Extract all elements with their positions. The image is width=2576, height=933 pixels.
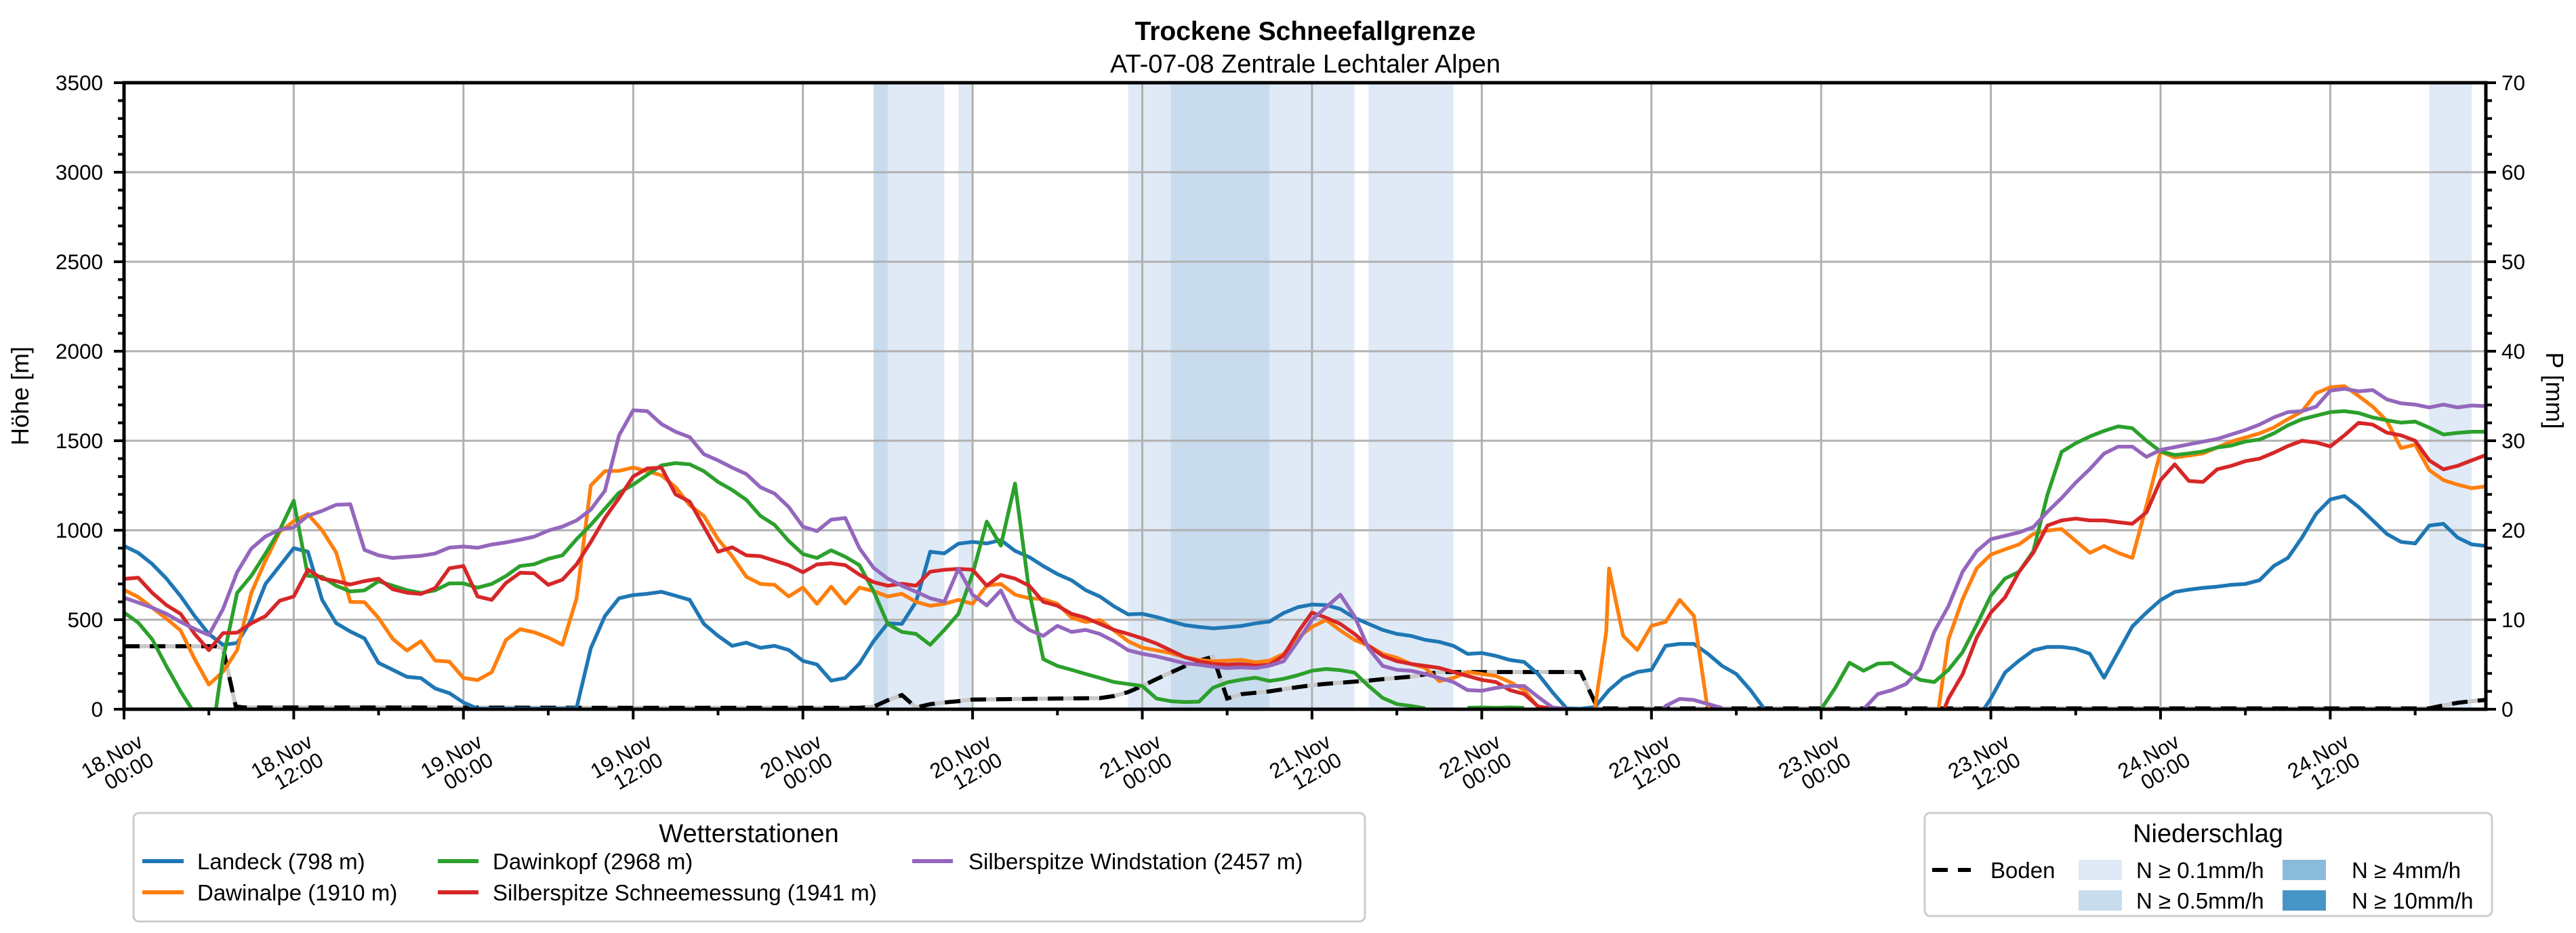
svg-text:N ≥ 0.1mm/h: N ≥ 0.1mm/h <box>2136 858 2264 883</box>
svg-text:50: 50 <box>2501 250 2525 274</box>
svg-text:Höhe [m]: Höhe [m] <box>6 346 34 445</box>
svg-text:Silberspitze Schneemessung (19: Silberspitze Schneemessung (1941 m) <box>493 880 877 905</box>
svg-text:Wetterstationen: Wetterstationen <box>659 820 838 848</box>
svg-text:40: 40 <box>2501 339 2525 363</box>
svg-text:0: 0 <box>91 697 103 721</box>
svg-text:0: 0 <box>2501 697 2514 721</box>
svg-text:N ≥ 0.5mm/h: N ≥ 0.5mm/h <box>2136 888 2264 913</box>
svg-text:30: 30 <box>2501 429 2525 453</box>
svg-text:Silberspitze Windstation (2457: Silberspitze Windstation (2457 m) <box>968 849 1303 874</box>
svg-text:Boden: Boden <box>1990 858 2055 883</box>
svg-text:500: 500 <box>67 608 103 632</box>
svg-text:10: 10 <box>2501 608 2525 632</box>
svg-text:N ≥ 10mm/h: N ≥ 10mm/h <box>2352 888 2474 913</box>
svg-text:P [mm]: P [mm] <box>2541 352 2569 429</box>
svg-text:60: 60 <box>2501 160 2525 184</box>
svg-text:3000: 3000 <box>56 160 103 184</box>
svg-text:N ≥ 4mm/h: N ≥ 4mm/h <box>2352 858 2461 883</box>
svg-text:AT-07-08 Zentrale Lechtaler Al: AT-07-08 Zentrale Lechtaler Alpen <box>1110 50 1500 79</box>
svg-text:2500: 2500 <box>56 250 103 274</box>
svg-text:20: 20 <box>2501 518 2525 542</box>
svg-text:Dawinkopf (2968 m): Dawinkopf (2968 m) <box>493 849 693 874</box>
svg-text:1000: 1000 <box>56 518 103 542</box>
svg-text:Niederschlag: Niederschlag <box>2133 820 2283 848</box>
svg-text:Dawinalpe (1910 m): Dawinalpe (1910 m) <box>197 880 397 905</box>
svg-text:2000: 2000 <box>56 339 103 363</box>
svg-text:1500: 1500 <box>56 429 103 453</box>
svg-text:3500: 3500 <box>56 71 103 95</box>
svg-text:Trockene Schneefallgrenze: Trockene Schneefallgrenze <box>1135 17 1476 46</box>
svg-text:70: 70 <box>2501 71 2525 95</box>
svg-text:Landeck (798 m): Landeck (798 m) <box>197 849 365 874</box>
